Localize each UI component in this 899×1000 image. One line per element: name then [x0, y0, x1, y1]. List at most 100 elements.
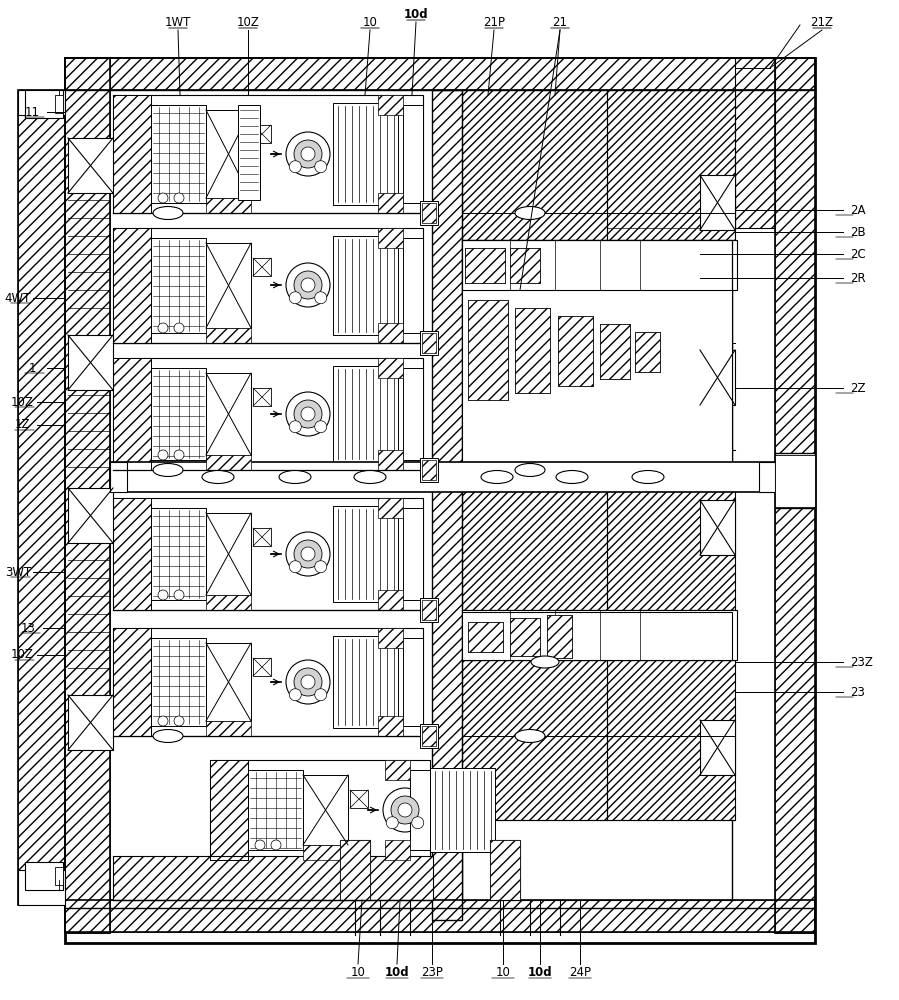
Bar [113, 628, 423, 736]
Bar [210, 760, 248, 860]
Circle shape [398, 803, 412, 817]
Circle shape [294, 400, 322, 428]
Bar [378, 450, 403, 470]
Circle shape [412, 817, 423, 829]
Circle shape [174, 716, 184, 726]
Circle shape [391, 796, 419, 824]
Bar [547, 615, 572, 658]
Bar [333, 103, 398, 205]
Bar [775, 58, 815, 933]
Bar [462, 612, 732, 660]
Bar [378, 228, 403, 248]
Ellipse shape [279, 471, 311, 484]
Circle shape [158, 323, 168, 333]
Bar [113, 628, 151, 736]
Bar [206, 110, 251, 198]
Bar [465, 248, 505, 283]
Bar [462, 465, 607, 610]
Bar [25, 862, 63, 890]
Bar [253, 125, 271, 143]
Bar [206, 373, 251, 455]
Text: 23: 23 [850, 686, 865, 698]
Bar [635, 332, 660, 372]
Circle shape [174, 450, 184, 460]
Bar [607, 465, 735, 610]
Bar [65, 58, 815, 943]
Text: 3WT: 3WT [4, 566, 31, 578]
Bar [378, 358, 403, 378]
Bar [490, 840, 520, 900]
Bar [333, 636, 398, 728]
Text: 2A: 2A [850, 204, 866, 217]
Bar [206, 643, 251, 721]
Bar [65, 58, 815, 90]
Text: 13: 13 [21, 621, 35, 635]
Bar [607, 465, 735, 610]
Polygon shape [607, 465, 735, 610]
Text: 10Z: 10Z [11, 648, 33, 662]
Bar [422, 203, 436, 223]
Bar [113, 95, 151, 213]
Bar [68, 335, 113, 390]
Bar [113, 95, 151, 213]
Bar [510, 248, 532, 280]
Bar [350, 790, 368, 808]
Circle shape [301, 147, 315, 161]
Bar [55, 867, 63, 885]
Bar [18, 870, 65, 905]
Polygon shape [607, 90, 735, 228]
Ellipse shape [354, 471, 386, 484]
Bar [403, 105, 423, 203]
Circle shape [315, 421, 326, 433]
Bar [735, 58, 775, 228]
Bar [68, 138, 113, 193]
Bar [420, 598, 438, 622]
Circle shape [289, 561, 301, 573]
Bar [510, 248, 540, 283]
Bar [65, 58, 110, 933]
Circle shape [289, 292, 301, 304]
Bar [607, 660, 735, 820]
Ellipse shape [153, 464, 183, 477]
Text: 10: 10 [351, 966, 365, 978]
Bar [151, 508, 206, 600]
Bar [113, 628, 151, 736]
Bar [253, 388, 271, 406]
Circle shape [289, 161, 301, 173]
Bar [422, 726, 436, 746]
Text: 10d: 10d [404, 7, 428, 20]
Bar [759, 462, 775, 492]
Bar [206, 455, 251, 470]
Bar [735, 58, 775, 228]
Bar [18, 90, 65, 905]
Ellipse shape [153, 207, 183, 220]
Ellipse shape [515, 730, 545, 742]
Bar [462, 465, 607, 610]
Circle shape [174, 323, 184, 333]
Bar [600, 324, 630, 379]
Bar [113, 498, 151, 610]
Ellipse shape [515, 464, 545, 477]
Text: 2Z: 2Z [850, 381, 866, 394]
Bar [113, 498, 423, 610]
Circle shape [301, 407, 315, 421]
Bar [558, 316, 593, 386]
Text: 21Z: 21Z [811, 15, 833, 28]
Bar [113, 228, 423, 343]
Circle shape [286, 263, 330, 307]
Text: 10d: 10d [385, 966, 409, 978]
Circle shape [301, 547, 315, 561]
Circle shape [286, 660, 330, 704]
Circle shape [294, 271, 322, 299]
Ellipse shape [202, 471, 234, 484]
Polygon shape [462, 660, 607, 820]
Bar [151, 105, 206, 203]
Bar [378, 193, 403, 213]
Bar [700, 350, 735, 405]
Bar [385, 840, 410, 860]
Bar [420, 458, 438, 482]
Bar [430, 768, 495, 852]
Polygon shape [607, 660, 735, 820]
Circle shape [158, 450, 168, 460]
Bar [462, 240, 737, 290]
